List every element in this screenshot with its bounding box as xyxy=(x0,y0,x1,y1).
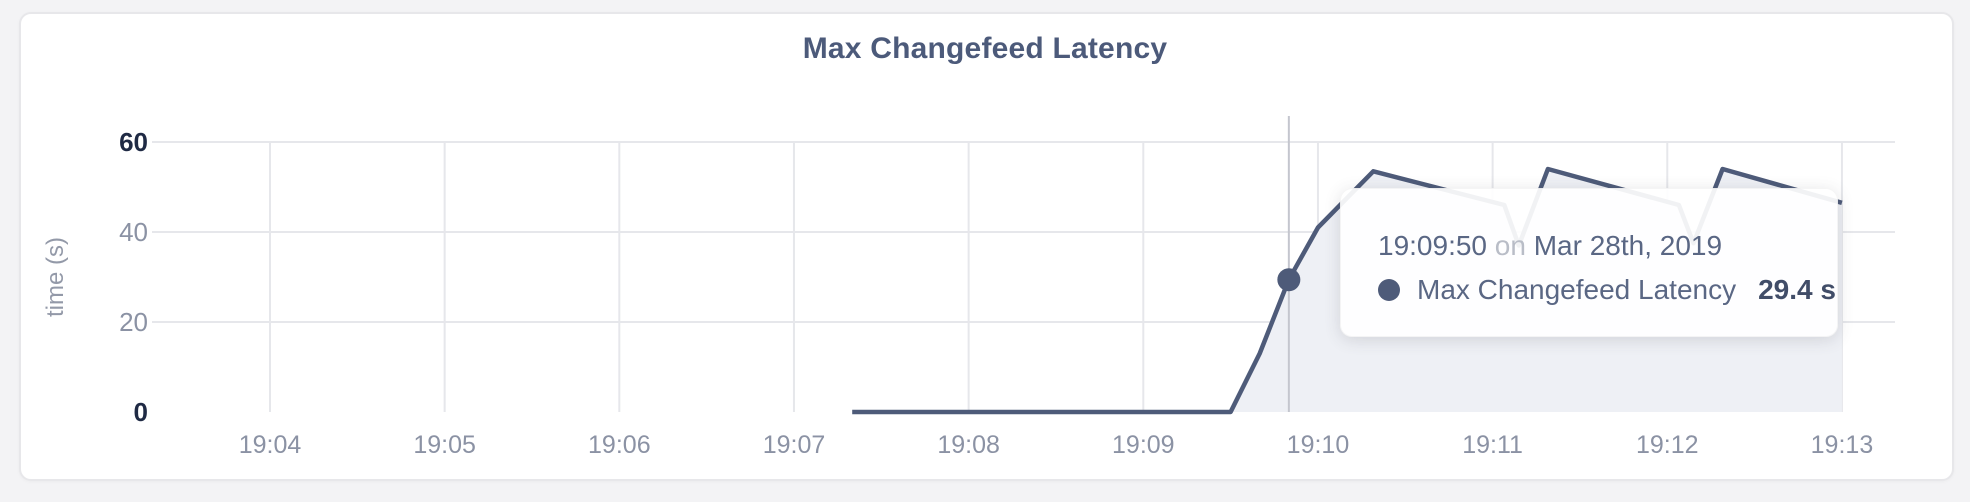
tooltip-date: Mar 28th, 2019 xyxy=(1533,230,1723,261)
y-tick-label: 40 xyxy=(119,217,148,247)
x-tick-label: 19:06 xyxy=(588,431,651,459)
x-tick-label: 19:04 xyxy=(239,431,302,459)
chart-tooltip: 19:09:50 on Mar 28th, 2019 Max Changefee… xyxy=(1340,188,1838,337)
tooltip-series-label: Max Changefeed Latency xyxy=(1417,274,1737,305)
series-bullet-icon xyxy=(1378,279,1400,301)
x-tick-label: 19:12 xyxy=(1636,431,1699,459)
x-tick-label: 19:10 xyxy=(1287,431,1350,459)
x-tick-label: 19:09 xyxy=(1112,431,1175,459)
y-tick-label: 60 xyxy=(119,127,148,157)
chart-title: Max Changefeed Latency xyxy=(802,32,1168,65)
x-tick-label: 19:13 xyxy=(1811,431,1874,459)
tooltip-series-value: 29.4 s xyxy=(1758,274,1836,305)
tooltip-series-row: Max Changefeed Latency 29.4 s xyxy=(1378,268,1837,312)
hover-dot xyxy=(1277,268,1301,292)
x-tick-label: 19:08 xyxy=(937,431,1000,459)
x-tick-label: 19:05 xyxy=(413,431,476,459)
tooltip-conjunction: on xyxy=(1494,230,1526,261)
tooltip-time: 19:09:50 xyxy=(1378,230,1487,261)
x-tick-label: 19:07 xyxy=(763,431,826,459)
y-tick-label: 0 xyxy=(134,397,148,427)
y-tick-label: 20 xyxy=(119,307,148,337)
tooltip-timestamp: 19:09:50 on Mar 28th, 2019 xyxy=(1378,224,1837,268)
x-tick-label: 19:11 xyxy=(1462,431,1523,459)
y-axis-title: time (s) xyxy=(42,237,69,317)
